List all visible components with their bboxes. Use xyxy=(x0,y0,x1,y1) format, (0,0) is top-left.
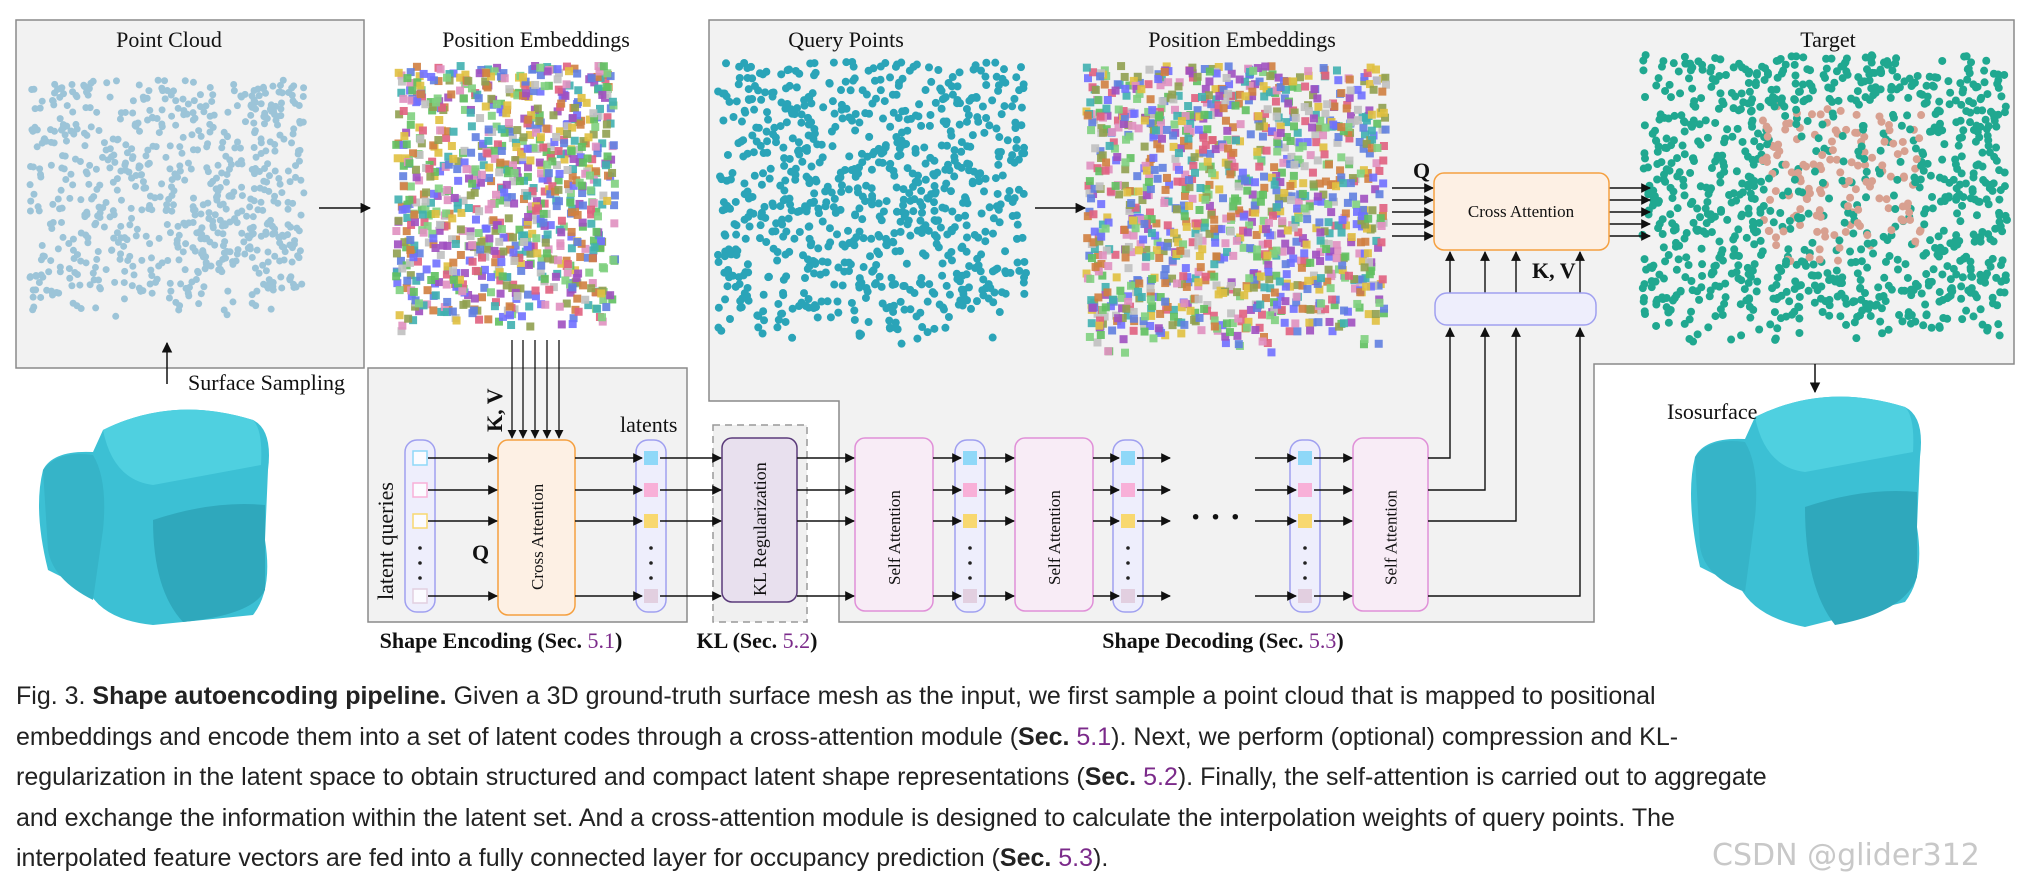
self-attention-label: Self Attention xyxy=(1382,490,1401,585)
kl-section-label: KL (Sec. 5.2) xyxy=(697,628,818,653)
q-decoder-label: Q xyxy=(1413,158,1430,183)
caption-text: Sec. xyxy=(1084,763,1137,791)
caption-text: embeddings and encode them into a set of… xyxy=(16,722,1019,751)
latent-token xyxy=(963,451,977,465)
input-chair-mesh xyxy=(39,409,269,625)
kv-input-arrows xyxy=(507,340,564,439)
latent-column xyxy=(954,439,986,613)
point-cloud-sparse xyxy=(714,58,1030,348)
latent-queries-label: latent queries xyxy=(373,482,398,600)
pipeline-diagram: Point Cloud Position Embeddings Query Po… xyxy=(15,19,2015,653)
cross-attention-encoder-block xyxy=(497,439,576,616)
latent-token xyxy=(1121,589,1135,603)
isosurface-chair-mesh xyxy=(1691,396,1921,627)
caption-line: Fig. 3. Shape autoencoding pipeline. Giv… xyxy=(16,676,2024,717)
point-cloud-target xyxy=(1638,51,2011,346)
caption-text: ). xyxy=(1093,844,1109,872)
caption-text: Sec. xyxy=(999,844,1052,872)
shape-decoding-section-label: Shape Decoding (Sec. 5.3) xyxy=(1102,628,1343,653)
latent-token xyxy=(412,588,428,604)
kl-regularization-block xyxy=(721,437,798,603)
self-attention-label: Self Attention xyxy=(1045,490,1064,585)
caption-text: and exchange the information within the … xyxy=(16,803,1675,832)
isosurface-label: Isosurface xyxy=(1667,399,1757,424)
target-label: Target xyxy=(1800,27,1855,52)
latent-token xyxy=(963,514,977,528)
latent-token xyxy=(412,513,428,529)
self-attention-block xyxy=(1352,437,1429,612)
caption-text: ). Finally, the self-attention is carrie… xyxy=(1177,763,1767,791)
latent-token xyxy=(644,514,658,528)
figure-caption: Fig. 3. Shape autoencoding pipeline. Giv… xyxy=(16,676,2024,879)
kv-decoder-label: K, V xyxy=(1532,258,1576,283)
caption-text: Given a 3D ground-truth surface mesh as … xyxy=(446,682,1656,710)
latent-token xyxy=(1298,483,1312,497)
flow-arrows xyxy=(428,183,1651,601)
caption-line: and exchange the information within the … xyxy=(16,798,2024,839)
query-points-label: Query Points xyxy=(788,27,904,52)
point-cloud-cube xyxy=(392,62,620,336)
point-cloud-panel xyxy=(15,19,365,369)
self-attention-block xyxy=(1014,437,1094,612)
latent-token xyxy=(1121,451,1135,465)
position-embeddings-label-right: Position Embeddings xyxy=(1148,27,1336,52)
kl-regularization-label: KL Regularization xyxy=(750,462,770,596)
latent-token xyxy=(1121,483,1135,497)
shape-encoding-section-label: Shape Encoding (Sec. 5.1) xyxy=(380,628,623,653)
latent-token xyxy=(1298,589,1312,603)
watermark: CSDN @glider312 xyxy=(1712,838,1980,873)
caption-text: 5.1 xyxy=(1076,722,1112,751)
latent-token xyxy=(963,589,977,603)
latent-token xyxy=(412,450,428,466)
latent-column xyxy=(1289,439,1321,613)
latent-token xyxy=(644,589,658,603)
caption-text: regularization in the latent space to ob… xyxy=(16,763,1085,791)
caption-text: 5.2 xyxy=(1143,763,1178,791)
self-attention-label: Self Attention xyxy=(885,490,904,585)
q-encoder-label: Q xyxy=(472,540,489,565)
cross-attention-decoder-label: Cross Attention xyxy=(1468,202,1575,221)
latent-token xyxy=(1298,451,1312,465)
point-cloud-cube xyxy=(1082,62,1390,357)
caption-text: interpolated feature vectors are fed int… xyxy=(16,844,1000,872)
latent-token xyxy=(1298,514,1312,528)
cross-attention-decoder-block xyxy=(1433,172,1610,251)
point-cloud-pc xyxy=(26,76,308,320)
latent-token xyxy=(1121,514,1135,528)
kv-encoder-label: K, V xyxy=(482,388,507,432)
latent-token xyxy=(644,451,658,465)
latent-token xyxy=(412,482,428,498)
ellipsis: · · · xyxy=(1190,499,1241,536)
latent-column xyxy=(1112,439,1144,613)
cross-attention-encoder-label: Cross Attention xyxy=(528,483,547,590)
caption-text: Sec. xyxy=(1018,722,1070,751)
latent-queries-column xyxy=(404,439,436,613)
latent-token xyxy=(963,483,977,497)
caption-line: embeddings and encode them into a set of… xyxy=(16,717,2024,758)
point-cloud-renders xyxy=(26,51,2011,357)
latent-token xyxy=(644,483,658,497)
caption-text: ). Next, we perform (optional) compressi… xyxy=(1111,722,1679,751)
point-cloud-label: Point Cloud xyxy=(116,27,222,52)
caption-line: regularization in the latent space to ob… xyxy=(16,757,2024,798)
caption-text: Shape autoencoding pipeline. xyxy=(92,682,447,710)
decoder-latent-row xyxy=(1434,292,1597,326)
latents-label: latents xyxy=(620,412,677,437)
surface-sampling-label: Surface Sampling xyxy=(188,370,345,395)
self-attention-block xyxy=(854,437,934,612)
caption-text: Fig. 3. xyxy=(16,682,93,710)
caption-text: 5.3 xyxy=(1058,844,1094,872)
latent-column xyxy=(635,439,667,613)
caption-line: interpolated feature vectors are fed int… xyxy=(16,838,2024,879)
position-embeddings-label-left: Position Embeddings xyxy=(442,27,630,52)
